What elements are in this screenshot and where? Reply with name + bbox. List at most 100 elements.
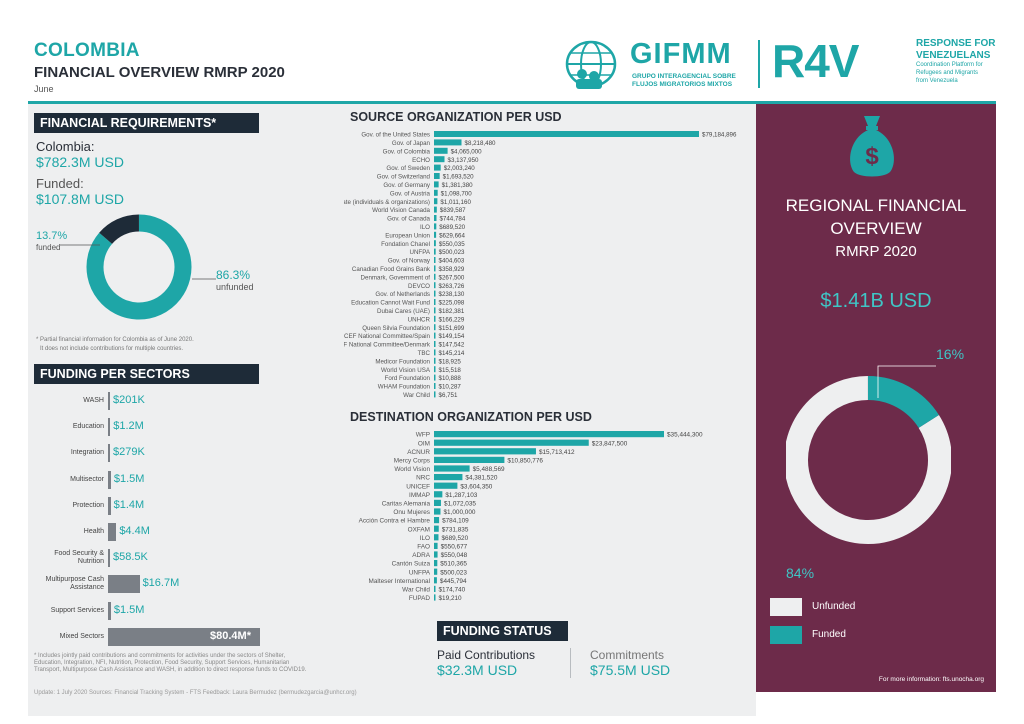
value-label-fao: $550,677 — [441, 544, 468, 551]
category-label-nrc: NRC — [416, 475, 430, 482]
unfunded-percent-label: unfunded — [216, 282, 254, 292]
category-label-gov-of-switzerland: Gov. of Switzerland — [377, 174, 431, 181]
bar-unhcr — [434, 315, 436, 322]
category-label-fondation-chanel: Fondation Chanel — [381, 241, 430, 248]
regional-title-1: REGIONAL FINANCIAL — [785, 196, 967, 215]
funding-status-divider — [570, 648, 571, 678]
bar-gov-of-japan — [434, 139, 462, 146]
sector-bar-health — [108, 523, 117, 541]
bar-gov-of-canada — [434, 215, 437, 221]
category-label-unhcr: UNHCR — [408, 316, 431, 323]
category-label-gov-of-canada: Gov. of Canada — [387, 216, 430, 223]
bar-gov-of-austria — [434, 189, 438, 196]
bar-echo — [434, 156, 445, 163]
category-label-acci-n-contra-el-hambre: Acción Contra el Hambre — [359, 518, 431, 525]
donut-unfunded-segment — [86, 214, 192, 320]
sector-value-support-services: $1.5M — [113, 603, 145, 616]
destination-chart-title: DESTINATION ORGANIZATION PER USD — [350, 410, 592, 424]
legend-unfunded-swatch — [770, 598, 802, 616]
sector-label-mixed-sectors: Mixed Sectors — [59, 632, 104, 640]
bar-oxfam — [434, 525, 439, 532]
partial-info-note-1: * Partial financial information for Colo… — [36, 337, 194, 343]
sector-label-education: Education — [72, 423, 104, 431]
bar-ilo — [434, 534, 439, 541]
value-label-oim: $23,847,500 — [592, 440, 628, 447]
category-label-mercy-corps: Mercy Corps — [394, 458, 430, 465]
bar-world-vision — [434, 465, 470, 472]
category-label-world-vision-canada: World Vision Canada — [372, 207, 430, 214]
bar-mercy-corps — [434, 456, 505, 463]
sector-bar-chart: WASH $201K Education $1.2M Integration $279K M… — [28, 388, 344, 650]
category-label-private-individuals-organizations: Private (individuals & organizations) — [344, 199, 430, 206]
funded-label: Funded: — [36, 176, 84, 191]
value-label-world-vision-canada: $839,587 — [440, 207, 466, 214]
value-label-unicef-national-committee-spain: $149,154 — [439, 333, 465, 340]
r4v-line-4: Refugees and Migrants — [916, 70, 979, 76]
svg-text:$: $ — [865, 143, 879, 170]
bar-gov-of-germany — [434, 181, 439, 188]
category-label-canadian-food-grains-bank: Canadian Food Grains Bank — [352, 266, 431, 273]
source-chart-title: SOURCE ORGANIZATION PER USD — [350, 110, 562, 124]
sector-bar-protection — [108, 496, 111, 515]
bar-medicor-foundation — [434, 357, 436, 364]
value-label-unhcr: $166,229 — [439, 316, 465, 323]
value-label-echo: $3,137,950 — [448, 157, 480, 164]
regional-funded-segment — [867, 376, 939, 429]
regional-unfunded-percent: 84% — [786, 565, 815, 581]
sector-label-support-services: Support Services — [50, 606, 104, 614]
category-label-world-vision: World Vision — [394, 466, 430, 473]
category-label-tbc: TBC — [418, 350, 431, 357]
sector-bar-multisector — [108, 470, 111, 489]
more-info-link[interactable]: For more information: fts.unocha.org — [878, 676, 984, 683]
value-label-gov-of-sweden: $2,003,240 — [444, 165, 476, 172]
gifmm-subtitle-1: GRUPO INTERAGENCIAL SOBRE — [632, 73, 736, 80]
value-label-gov-of-switzerland: $1,693,520 — [443, 174, 475, 181]
value-label-gov-of-colombia: $4,065,000 — [451, 148, 483, 155]
category-label-war-child: War Child — [402, 587, 430, 594]
sector-footnote: * Includes jointly paid contributions an… — [34, 653, 307, 673]
value-label-world-vision: $5,488,569 — [473, 466, 505, 473]
value-label-european-union: $629,664 — [439, 232, 465, 239]
category-label-education-cannot-wait-fund: Education Cannot Wait Fund — [351, 300, 430, 307]
paid-contributions-label: Paid Contributions — [437, 648, 536, 662]
bar-gov-of-the-united-states — [434, 131, 699, 137]
category-label-devco: DEVCO — [408, 283, 430, 290]
bar-unicef-national-committee-spain — [434, 332, 436, 339]
bar-unicef-national-committee-denmark — [434, 341, 436, 347]
value-label-dubai-cares-uae: $182,381 — [439, 308, 465, 315]
bar-private-individuals-organizations — [434, 198, 438, 205]
bar-fao — [434, 542, 438, 549]
bar-acci-n-contra-el-hambre — [434, 517, 440, 524]
value-label-mercy-corps: $10,850,776 — [507, 458, 543, 465]
category-label-wfp: WFP — [416, 432, 430, 439]
category-label-gov-of-netherlands: Gov. of Netherlands — [375, 291, 430, 298]
value-label-gov-of-the-united-states: $79,184,896 — [702, 132, 737, 139]
sector-value-food-security-nutrition: $58.5K — [113, 551, 148, 564]
sector-bar-education — [108, 418, 111, 437]
value-label-war-child: $6,751 — [439, 392, 458, 399]
category-label-malteser-international: Malteser International — [369, 578, 430, 585]
category-label-dubai-cares-uae: Dubai Cares (UAE) — [377, 308, 430, 315]
category-label-immap: IMMAP — [409, 492, 430, 499]
bar-world-vision-usa — [434, 366, 436, 373]
sector-value-wash: $201K — [113, 394, 145, 406]
bar-ilo — [434, 223, 437, 230]
bar-unfpa — [434, 248, 436, 255]
regional-funding-donut — [786, 376, 951, 544]
value-label-gov-of-japan: $8,218,480 — [465, 140, 497, 147]
sector-value-multipurpose-cash-assistance: $16.7M — [142, 577, 180, 590]
destination-org-bar-chart: WFP $35,444,300 OIM $23,847,500 ACNUR $15,713… — [359, 431, 703, 602]
category-label-oim: OIM — [418, 440, 430, 447]
category-label-ford-foundation: Ford Foundation — [385, 375, 431, 382]
value-label-fupad: $19,210 — [439, 595, 463, 602]
commitments-label: Commitments — [590, 648, 665, 662]
bar-dubai-cares-uae — [434, 307, 436, 314]
value-label-medicor-foundation: $18,925 — [439, 358, 462, 365]
legend-unfunded-label: Unfunded — [812, 601, 856, 612]
r4v-line-2: VENEZUELANS — [916, 50, 991, 61]
globe-people-icon — [565, 40, 617, 89]
value-label-gov-of-norway: $404,603 — [439, 258, 465, 265]
sector-label-wash: WASH — [83, 397, 104, 404]
financial-requirements-heading: FINANCIAL REQUIREMENTS* — [34, 113, 259, 133]
value-label-tbc: $145,214 — [439, 350, 465, 357]
